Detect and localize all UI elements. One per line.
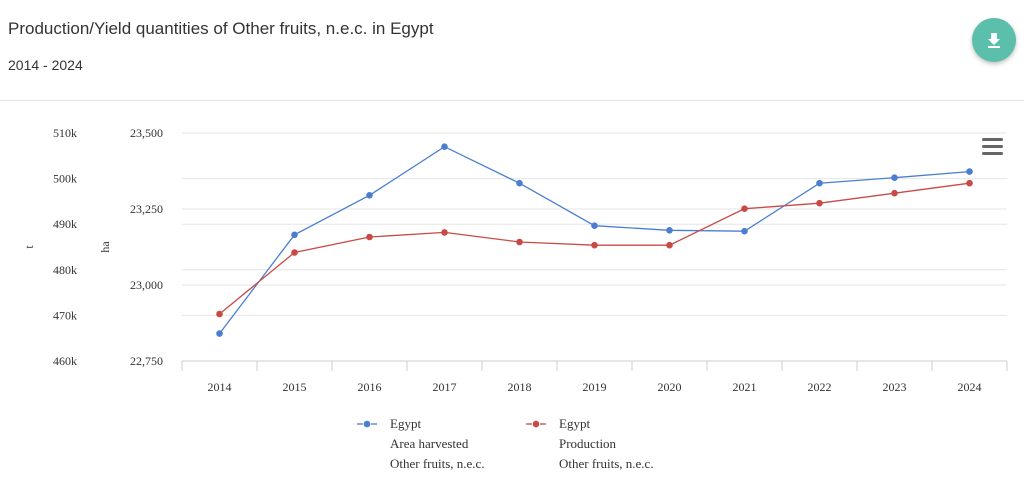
axes: 460k 470k 480k 490k 500k 510k 22,750 23,000 23,2… [22, 126, 1008, 394]
data-point [966, 179, 973, 187]
data-point [291, 231, 298, 239]
x-axis-tick-label: 2017 [433, 380, 457, 394]
legend-label: Other fruits, n.e.c. [390, 456, 485, 471]
download-icon [988, 33, 1000, 48]
legend-marker [532, 420, 540, 428]
data-point [891, 174, 898, 181]
legend-label: Egypt [390, 416, 421, 431]
left-axis-tick-label: 480k [53, 263, 77, 277]
series-line [219, 182, 970, 315]
data-point [891, 189, 898, 197]
download-button[interactable] [972, 18, 1016, 62]
legend-label: Production [559, 436, 617, 451]
data-point [366, 192, 373, 199]
x-axis-tick-label: 2022 [808, 380, 832, 394]
data-point [741, 227, 748, 235]
data-point [516, 179, 523, 187]
series-line [218, 145, 970, 334]
right-axis-tick-label: 22,750 [130, 354, 163, 368]
legend-label: Other fruits, n.e.c. [559, 456, 654, 471]
right-axis-tick-label: 23,500 [130, 126, 163, 140]
hamburger-menu-icon[interactable] [982, 138, 1003, 155]
data-point [666, 227, 673, 234]
left-axis-tick-label: 470k [53, 308, 77, 322]
x-axis-tick-label: 2024 [958, 380, 982, 394]
legend-label: Egypt [559, 416, 590, 431]
data-point [216, 310, 223, 318]
left-axis-tick-label: 500k [53, 172, 77, 186]
data-point [441, 143, 448, 150]
data-point [816, 179, 823, 187]
data-point [591, 222, 598, 229]
x-axis-tick-label: 2023 [883, 380, 907, 394]
data-point [591, 241, 598, 249]
left-axis-tick-label: 490k [53, 217, 77, 231]
data-point [291, 249, 298, 256]
data-point [816, 199, 823, 207]
right-axis-tick-label: 23,000 [130, 278, 163, 292]
data-point [366, 233, 373, 241]
x-axis-tick-label: 2021 [733, 380, 757, 394]
data-point [741, 205, 748, 212]
data-point [516, 238, 523, 246]
right-axis-tick-label: 23,250 [130, 202, 163, 216]
x-axis-tick-label: 2016 [358, 380, 382, 394]
grid-lines [182, 132, 1007, 362]
page-title: Production/Yield quantities of Other fru… [8, 19, 434, 38]
data-point [216, 330, 223, 337]
left-axis-tick-label: 460k [53, 354, 77, 368]
header-divider [0, 100, 1024, 101]
x-axis-tick-label: 2015 [283, 380, 307, 394]
x-axis-tick-label: 2018 [508, 380, 532, 394]
data-point [666, 241, 673, 249]
page-subtitle: 2014 - 2024 [8, 57, 83, 73]
legend-marker [363, 420, 371, 428]
left-axis-tick-label: 510k [53, 126, 77, 140]
x-axis-tick-label: 2019 [583, 380, 607, 394]
series [216, 143, 973, 337]
data-point [441, 229, 448, 236]
data-point [966, 168, 973, 175]
right-axis-title: ha [98, 241, 112, 253]
x-axis-tick-label: 2020 [658, 380, 682, 394]
x-axis-tick-label: 2014 [208, 380, 232, 394]
left-axis-title: t [22, 245, 36, 249]
legend-label: Area harvested [390, 436, 469, 451]
legend: Egypt Area harvested Other fruits, n.e.c. E… [357, 416, 654, 471]
